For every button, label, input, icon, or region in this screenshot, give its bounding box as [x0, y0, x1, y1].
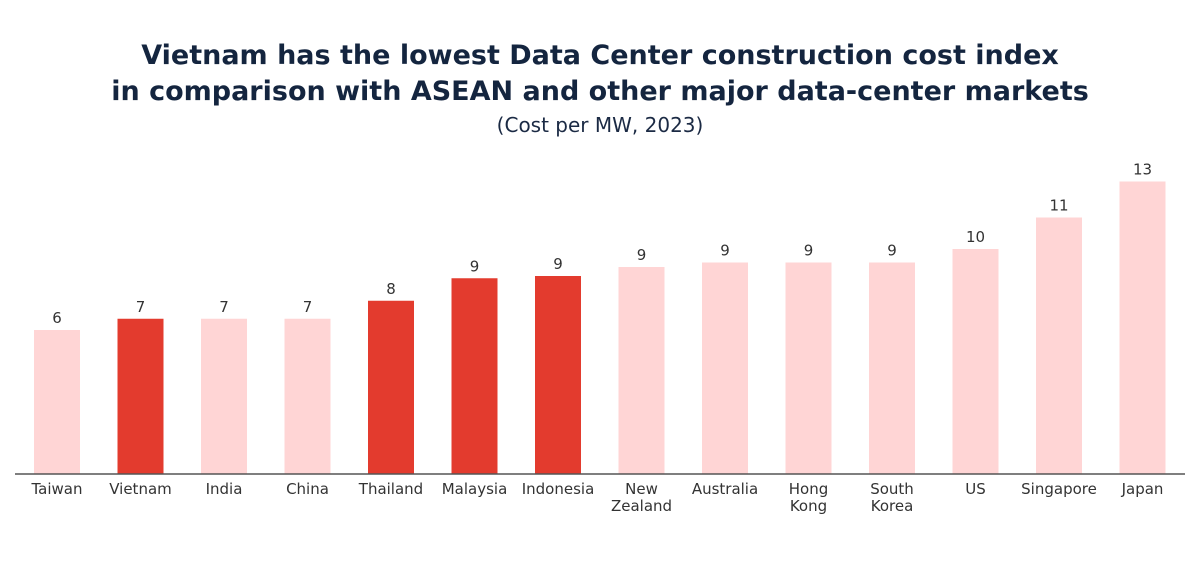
category-label: New	[625, 480, 658, 498]
bar	[618, 267, 665, 474]
data-label: 7	[219, 298, 229, 316]
data-label: 9	[887, 242, 897, 260]
category-label: Hong	[789, 480, 829, 498]
data-label: 13	[1133, 161, 1152, 179]
bar	[785, 262, 832, 474]
bar	[284, 318, 331, 474]
chart-title-line-1: Vietnam has the lowest Data Center const…	[141, 40, 1059, 71]
category-label: Taiwan	[30, 480, 82, 498]
chart-subtitle: (Cost per MW, 2023)	[496, 113, 704, 137]
data-label: 9	[553, 255, 563, 273]
data-label: 6	[52, 309, 62, 327]
bar	[451, 278, 498, 474]
category-label: Malaysia	[442, 480, 508, 498]
category-label: Korea	[871, 497, 914, 515]
data-label: 9	[637, 246, 647, 264]
category-label: Australia	[692, 480, 758, 498]
category-label: Zealand	[611, 497, 672, 515]
bar	[117, 318, 164, 474]
data-label: 10	[966, 228, 985, 246]
category-label: US	[965, 480, 986, 498]
chart-title-line-2: in comparison with ASEAN and other major…	[111, 76, 1089, 107]
bar	[702, 262, 748, 474]
data-label: 7	[303, 298, 313, 316]
category-label: Indonesia	[522, 480, 595, 498]
bar	[1119, 181, 1166, 474]
data-label: 9	[470, 257, 480, 275]
category-label: India	[206, 480, 243, 498]
bar	[34, 330, 80, 474]
category-label: Japan	[1121, 480, 1164, 498]
bar	[1036, 217, 1082, 474]
category-label: Vietnam	[109, 480, 172, 498]
bar	[368, 300, 414, 474]
bar	[535, 276, 581, 474]
data-label: 9	[720, 242, 730, 260]
bar	[201, 318, 247, 474]
data-label: 8	[386, 280, 396, 298]
bar	[869, 262, 915, 474]
category-label: China	[286, 480, 329, 498]
data-label: 7	[136, 298, 146, 316]
data-label: 9	[804, 242, 814, 260]
category-label: South	[870, 480, 914, 498]
bar	[952, 249, 999, 474]
category-label: Kong	[790, 497, 827, 515]
category-label: Singapore	[1021, 480, 1097, 498]
category-label: Thailand	[358, 480, 423, 498]
data-label: 11	[1049, 197, 1068, 215]
